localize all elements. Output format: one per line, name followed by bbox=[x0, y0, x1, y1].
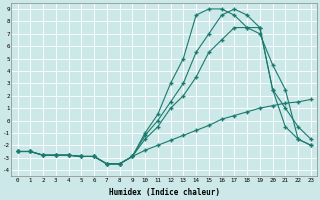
X-axis label: Humidex (Indice chaleur): Humidex (Indice chaleur) bbox=[109, 188, 220, 197]
